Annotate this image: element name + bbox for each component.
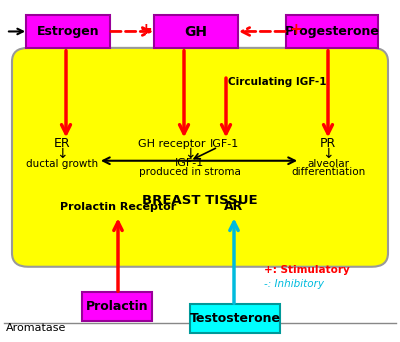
Text: ↓: ↓ xyxy=(56,147,68,161)
Text: alveolar: alveolar xyxy=(307,159,349,169)
Text: Aromatase: Aromatase xyxy=(6,323,66,333)
Text: IGF-1: IGF-1 xyxy=(209,139,239,149)
Text: -: Inhibitory: -: Inhibitory xyxy=(264,279,324,289)
Text: +: + xyxy=(290,22,302,37)
Text: IGF-1: IGF-1 xyxy=(175,158,205,169)
Text: GH: GH xyxy=(184,25,208,39)
FancyBboxPatch shape xyxy=(26,15,110,48)
Text: Estrogen: Estrogen xyxy=(37,25,99,38)
Text: +: Stimulatory: +: Stimulatory xyxy=(264,265,350,275)
Text: Circulating IGF-1: Circulating IGF-1 xyxy=(228,77,326,87)
Text: Prolactin Receptor: Prolactin Receptor xyxy=(60,202,176,212)
Text: Prolactin: Prolactin xyxy=(86,300,148,314)
FancyBboxPatch shape xyxy=(154,15,238,48)
Text: produced in stroma: produced in stroma xyxy=(139,167,241,177)
Text: ↓: ↓ xyxy=(322,147,334,161)
FancyBboxPatch shape xyxy=(286,15,378,48)
Text: PR: PR xyxy=(320,137,336,150)
FancyBboxPatch shape xyxy=(190,304,280,333)
FancyBboxPatch shape xyxy=(82,292,152,321)
Text: ER: ER xyxy=(54,137,70,150)
Text: +: + xyxy=(140,22,152,37)
Text: differentiation: differentiation xyxy=(291,167,365,177)
FancyBboxPatch shape xyxy=(12,48,388,267)
Text: ductal growth: ductal growth xyxy=(26,159,98,169)
Text: GH receptor: GH receptor xyxy=(138,139,206,149)
Text: AR: AR xyxy=(224,200,244,213)
Text: ↓: ↓ xyxy=(184,147,196,161)
Text: BREAST TISSUE: BREAST TISSUE xyxy=(142,194,258,207)
Text: Testosterone: Testosterone xyxy=(190,312,280,326)
Text: Progesterone: Progesterone xyxy=(284,25,380,38)
